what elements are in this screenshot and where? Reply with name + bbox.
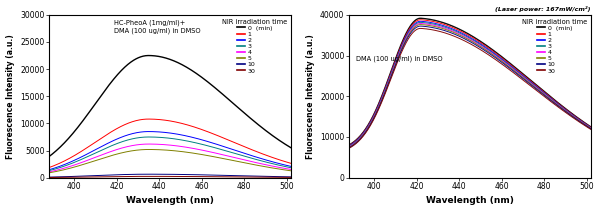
Text: HC-PheoA (1mg/ml)+
DMA (100 ug/ml) in DMSO: HC-PheoA (1mg/ml)+ DMA (100 ug/ml) in DM… bbox=[114, 20, 200, 34]
X-axis label: Wavelength (nm): Wavelength (nm) bbox=[426, 196, 514, 206]
Y-axis label: Fluorescence Intensity (a.u.): Fluorescence Intensity (a.u.) bbox=[305, 34, 314, 159]
Text: DMA (100 ug/ml) in DMSO: DMA (100 ug/ml) in DMSO bbox=[356, 55, 443, 62]
Text: (Laser power: 167mW/cm²): (Laser power: 167mW/cm²) bbox=[496, 5, 591, 12]
Legend: 0  (min), 1, 2, 3, 4, 5, 10, 30: 0 (min), 1, 2, 3, 4, 5, 10, 30 bbox=[521, 18, 588, 74]
Legend: 0  (min), 1, 2, 3, 4, 5, 10, 30: 0 (min), 1, 2, 3, 4, 5, 10, 30 bbox=[221, 18, 288, 74]
Y-axis label: Fluorescence Intensity (a.u.): Fluorescence Intensity (a.u.) bbox=[5, 34, 14, 159]
X-axis label: Wavelength (nm): Wavelength (nm) bbox=[126, 196, 214, 206]
